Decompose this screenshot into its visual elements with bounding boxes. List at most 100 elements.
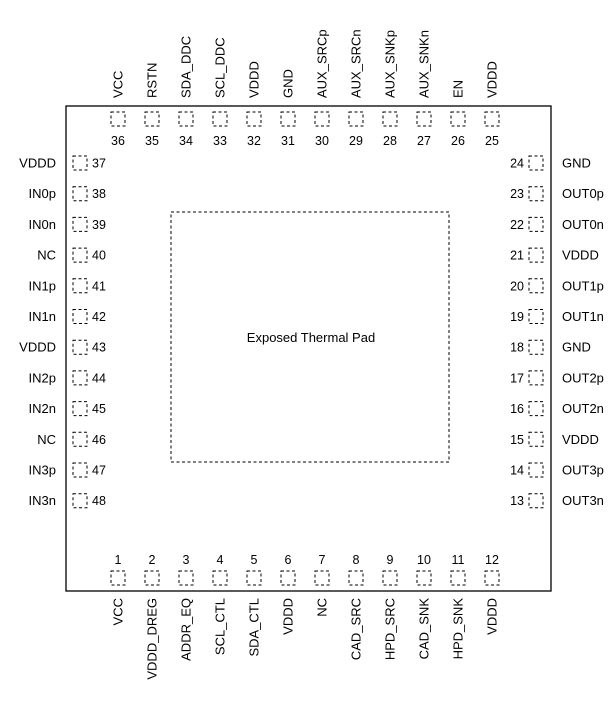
pin-pad-45 — [72, 401, 88, 417]
pin-pad-25 — [484, 111, 500, 127]
pin-pad-12 — [484, 570, 500, 586]
pin-pad-5 — [246, 570, 262, 586]
pin-number-18: 18 — [510, 341, 524, 355]
pin-pad-16 — [528, 401, 544, 417]
pin-name-15: VDDD — [562, 432, 599, 447]
pin-number-33: 33 — [213, 134, 227, 148]
pin-number-5: 5 — [251, 553, 258, 567]
pin-pad-18 — [528, 339, 544, 355]
pin-pad-15 — [528, 431, 544, 447]
pin-pad-2 — [144, 570, 160, 586]
pin-name-47: IN3p — [29, 463, 56, 478]
pin-name-32: VDDD — [247, 61, 262, 98]
pin-pad-3 — [178, 570, 194, 586]
pin-name-29: AUX_SRCn — [349, 29, 364, 98]
pin-name-23: OUT0p — [562, 186, 604, 201]
pin-number-9: 9 — [387, 553, 394, 567]
pin-pad-9 — [382, 570, 398, 586]
pin-name-37: VDDD — [19, 156, 56, 171]
pin-number-32: 32 — [247, 134, 261, 148]
pin-number-43: 43 — [92, 341, 106, 355]
pin-number-31: 31 — [281, 134, 295, 148]
pin-name-18: GND — [562, 340, 591, 355]
pin-name-41: IN1p — [29, 278, 56, 293]
pin-number-13: 13 — [510, 494, 524, 508]
pin-pad-44 — [72, 370, 88, 386]
pin-pad-48 — [72, 493, 88, 509]
pin-pad-13 — [528, 493, 544, 509]
pin-name-45: IN2n — [29, 401, 56, 416]
pin-pad-17 — [528, 370, 544, 386]
pin-number-11: 11 — [452, 553, 465, 567]
pin-pad-22 — [528, 216, 544, 232]
package-body — [65, 105, 552, 592]
pin-number-37: 37 — [92, 157, 106, 171]
pin-number-3: 3 — [183, 553, 190, 567]
pin-number-22: 22 — [510, 218, 524, 232]
pin-name-6: VDDD — [281, 598, 296, 635]
thermal-pad-label: Exposed Thermal Pad — [247, 330, 375, 345]
pin-number-25: 25 — [485, 134, 499, 148]
pin-pad-46 — [72, 431, 88, 447]
pin-pad-1 — [110, 570, 126, 586]
pin-name-16: OUT2n — [562, 401, 604, 416]
pin-pad-6 — [280, 570, 296, 586]
pin-number-14: 14 — [510, 464, 524, 478]
pin-pad-43 — [72, 339, 88, 355]
pin-number-12: 12 — [485, 553, 499, 567]
pin-pad-42 — [72, 309, 88, 324]
pin-pad-33 — [212, 111, 228, 127]
pin-name-46: NC — [37, 432, 56, 447]
pin-pad-40 — [72, 247, 88, 263]
pin-pad-24 — [528, 155, 544, 171]
pin-pad-30 — [314, 111, 330, 127]
pin-name-48: IN3n — [29, 493, 56, 508]
pin-pad-34 — [178, 111, 194, 127]
pin-name-27: AUX_SNKn — [417, 30, 432, 98]
pin-pad-32 — [246, 111, 262, 127]
pin-pad-26 — [450, 111, 466, 127]
pin-pad-28 — [382, 111, 398, 127]
pin-pad-31 — [280, 111, 296, 127]
pin-name-21: VDDD — [562, 248, 599, 263]
pin-number-47: 47 — [92, 464, 106, 478]
pin-pad-20 — [528, 278, 544, 294]
pin-pad-41 — [72, 278, 88, 294]
pin-pad-14 — [528, 462, 544, 478]
pin-name-9: HPD_SRC — [383, 598, 398, 660]
pin-pad-35 — [144, 111, 160, 127]
pin-name-11: HPD_SNK — [451, 598, 466, 660]
pin-pad-38 — [72, 186, 88, 202]
pin-number-8: 8 — [353, 553, 360, 567]
pin-number-4: 4 — [217, 553, 224, 567]
pin-pad-37 — [72, 155, 88, 171]
pin-number-24: 24 — [510, 157, 524, 171]
pin-number-40: 40 — [92, 249, 106, 263]
pin-number-6: 6 — [285, 553, 292, 567]
pin-name-39: IN0n — [29, 217, 56, 232]
pin-number-41: 41 — [92, 279, 106, 293]
pin-name-20: OUT1p — [562, 278, 604, 293]
pin-name-33: SCL_DDC — [213, 37, 228, 98]
pin-pad-8 — [348, 570, 364, 586]
pin-name-1: VCC — [111, 598, 126, 625]
pin-name-38: IN0p — [29, 186, 56, 201]
pin-name-13: OUT3n — [562, 493, 604, 508]
pin-name-28: AUX_SNKp — [383, 30, 398, 98]
pin-name-12: VDDD — [485, 598, 500, 635]
pin-number-7: 7 — [319, 553, 326, 567]
pin-name-8: CAD_SRC — [349, 598, 364, 660]
pin-name-35: RSTN — [145, 63, 160, 98]
pin-name-24: GND — [562, 156, 591, 171]
pin-number-1: 1 — [115, 553, 122, 567]
pin-name-42: IN1n — [29, 309, 56, 324]
pin-pad-10 — [416, 570, 432, 586]
pin-name-25: VDDD — [485, 61, 500, 98]
pin-number-15: 15 — [510, 433, 524, 447]
pin-number-20: 20 — [510, 279, 524, 293]
pin-number-29: 29 — [349, 134, 363, 148]
pin-number-26: 26 — [451, 134, 465, 148]
pin-name-30: AUX_SRCp — [315, 29, 330, 98]
pin-number-48: 48 — [92, 494, 106, 508]
